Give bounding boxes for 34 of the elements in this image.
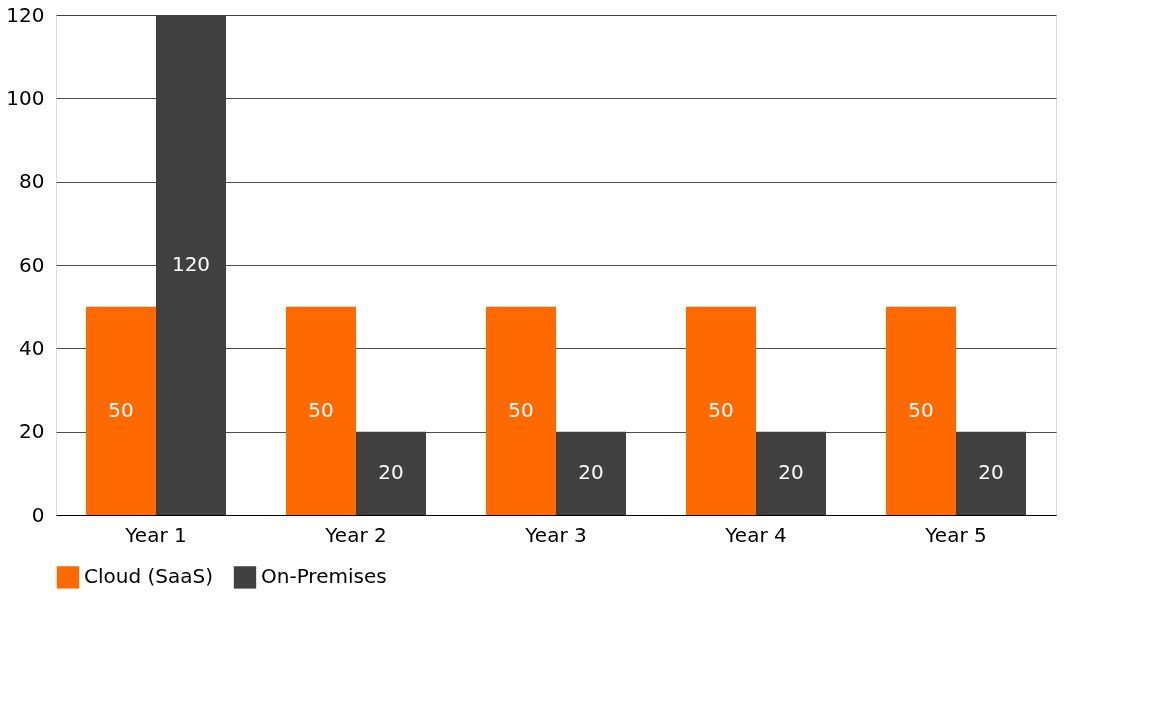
y-tick-label: 80 xyxy=(19,169,45,194)
bar xyxy=(756,431,826,515)
data-label: 50 xyxy=(308,397,334,422)
y-tick-label: 100 xyxy=(6,85,45,110)
x-tick-label: Year 5 xyxy=(924,522,987,547)
bar xyxy=(356,431,426,515)
bar xyxy=(156,15,226,515)
data-label: 20 xyxy=(978,460,1004,485)
data-label: 50 xyxy=(908,397,934,422)
x-tick-label: Year 1 xyxy=(124,522,187,547)
bar xyxy=(86,306,156,515)
y-tick-label: 20 xyxy=(19,419,45,444)
bar xyxy=(886,306,956,515)
bar xyxy=(956,431,1026,515)
data-label: 20 xyxy=(778,460,804,485)
y-tick-label: 0 xyxy=(31,502,45,527)
bar xyxy=(686,306,756,515)
y-tick-label: 60 xyxy=(19,252,45,277)
data-label: 120 xyxy=(171,252,211,276)
data-label: 50 xyxy=(708,397,734,422)
y-tick-label: 120 xyxy=(6,2,45,27)
data-label: 20 xyxy=(578,460,604,485)
x-tick-label: Year 2 xyxy=(324,522,387,547)
data-label: 50 xyxy=(108,397,134,422)
x-tick-label: Year 4 xyxy=(724,522,787,547)
legend-label: Cloud (SaaS) xyxy=(84,564,213,589)
bar xyxy=(286,306,356,515)
bar xyxy=(556,431,626,515)
x-tick-label: Year 3 xyxy=(524,522,587,547)
legend-label: On-Premises xyxy=(261,564,387,589)
data-label: 20 xyxy=(378,460,404,485)
y-tick-label: 40 xyxy=(19,335,45,360)
bar xyxy=(486,306,556,515)
data-label: 50 xyxy=(508,397,534,422)
